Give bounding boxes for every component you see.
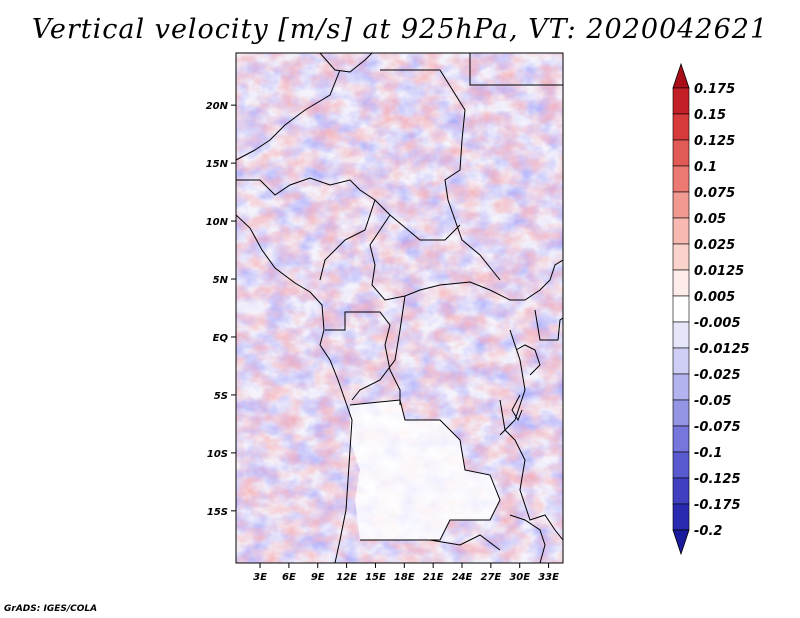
lon-tick-label: 12E (336, 572, 357, 583)
lon-tick-label: 24E (452, 572, 473, 583)
colorbar-label: -0.05 (694, 394, 731, 409)
colorbar-label: -0.0125 (694, 342, 750, 357)
lat-tick-label: 10S (207, 449, 228, 460)
latitude-axis: 20N 15N 10N 5N EQ 5S 10S 15S (206, 101, 236, 518)
lat-tick-label: 15N (206, 159, 229, 170)
credit-label: GrADS: IGES/COLA (4, 604, 98, 614)
lon-tick-label: 21E (423, 572, 444, 583)
country-borders (236, 53, 563, 563)
colorbar-label: 0.025 (694, 238, 735, 253)
longitude-axis: 3E 6E 9E 12E 15E 18E 21E 24E 27E 30E 33E (253, 563, 559, 583)
lon-tick-label: 6E (282, 572, 296, 583)
colorbar-label: -0.175 (694, 498, 741, 513)
colorbar-label: -0.025 (694, 368, 741, 383)
colorbar-segment (672, 269, 690, 297)
lat-tick-label: 5S (214, 391, 228, 402)
colorbar-segment (672, 113, 690, 141)
lon-tick-label: 9E (311, 572, 325, 583)
colorbar-cap-bottom (672, 529, 690, 556)
colorbar-segment (672, 347, 690, 375)
lon-tick-label: 33E (538, 572, 559, 583)
lat-tick-label: 10N (206, 217, 229, 228)
colorbar-label: 0.0125 (694, 264, 744, 279)
lat-tick-label: EQ (213, 333, 229, 344)
colorbar-label: -0.1 (694, 446, 722, 461)
lon-tick-label: 15E (365, 572, 386, 583)
colorbar-label: -0.005 (694, 316, 741, 331)
colorbar-cap-top (672, 62, 690, 89)
colorbar-segment (672, 451, 690, 479)
lat-tick-label: 5N (213, 275, 229, 286)
colorbar-segment (672, 295, 690, 323)
colorbar-segment (672, 165, 690, 193)
colorbar-segment (672, 217, 690, 245)
colorbar-segment (672, 87, 690, 115)
colorbar-segment (672, 425, 690, 453)
colorbar-label: -0.075 (694, 420, 741, 435)
colorbar: 0.175 0.15 0.125 0.1 0.075 0.05 0.025 0.0125 0.0… (672, 62, 750, 556)
colorbar-label: 0.175 (694, 82, 735, 97)
colorbar-label: 0.15 (694, 108, 726, 123)
colorbar-label: 0.1 (694, 160, 717, 175)
colorbar-segment (672, 139, 690, 167)
lon-tick-label: 3E (253, 572, 267, 583)
colorbar-segment (672, 399, 690, 427)
plot-title: Vertical velocity [m/s] at 925hPa, VT: 2… (31, 14, 769, 45)
colorbar-label: -0.125 (694, 472, 741, 487)
lon-tick-label: 30E (509, 572, 530, 583)
lon-tick-label: 18E (394, 572, 415, 583)
colorbar-segment (672, 477, 690, 505)
colorbar-segment (672, 321, 690, 349)
colorbar-label: 0.075 (694, 186, 735, 201)
colorbar-segment (672, 373, 690, 401)
lon-tick-label: 27E (480, 572, 501, 583)
lat-tick-label: 20N (206, 101, 229, 112)
colorbar-label: 0.005 (694, 290, 735, 305)
plot-frame (235, 52, 564, 564)
lat-tick-label: 15S (207, 507, 228, 518)
colorbar-label: 0.05 (694, 212, 726, 227)
colorbar-segment (672, 503, 690, 531)
velocity-field (236, 53, 563, 563)
colorbar-segment (672, 243, 690, 271)
colorbar-label: -0.2 (694, 524, 722, 539)
colorbar-segment (672, 191, 690, 219)
colorbar-label: 0.125 (694, 134, 735, 149)
